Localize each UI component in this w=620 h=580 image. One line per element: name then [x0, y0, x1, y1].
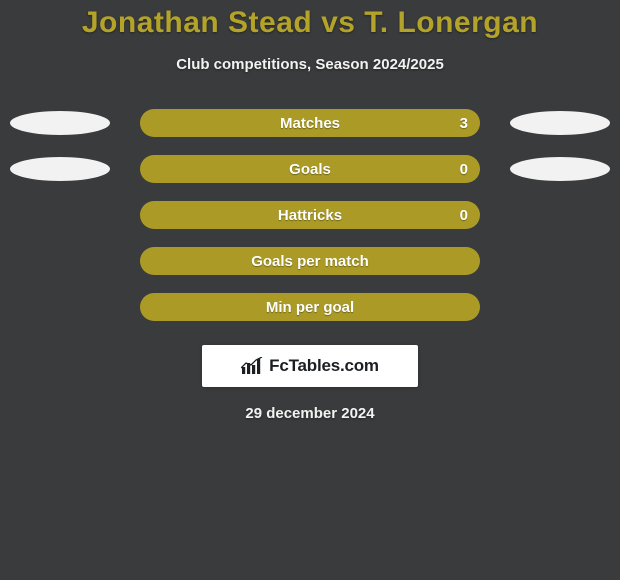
stat-bar: Goals per match [140, 247, 480, 275]
date-text: 29 december 2024 [0, 405, 620, 422]
left-ellipse [10, 157, 110, 181]
stat-label: Matches [280, 115, 340, 132]
stat-row: Hattricks 0 [0, 201, 620, 229]
right-ellipse [510, 111, 610, 135]
stat-row: Min per goal [0, 293, 620, 321]
stat-label: Min per goal [266, 299, 354, 316]
page-title: Jonathan Stead vs T. Lonergan [0, 0, 620, 40]
stat-value: 0 [460, 161, 468, 178]
logo-text: FcTables.com [269, 356, 379, 376]
right-ellipse [510, 157, 610, 181]
left-ellipse [10, 111, 110, 135]
stat-bar: Min per goal [140, 293, 480, 321]
subtitle: Club competitions, Season 2024/2025 [0, 56, 620, 73]
stat-row: Goals 0 [0, 155, 620, 183]
site-logo: FcTables.com [202, 345, 418, 387]
stat-row: Matches 3 [0, 109, 620, 137]
stat-label: Hattricks [278, 207, 342, 224]
stat-value: 0 [460, 207, 468, 224]
comparison-infographic: Jonathan Stead vs T. Lonergan Club compe… [0, 0, 620, 580]
stat-rows: Matches 3 Goals 0 Hattricks 0 Goals per match M… [0, 109, 620, 321]
stat-bar: Goals 0 [140, 155, 480, 183]
stat-bar: Matches 3 [140, 109, 480, 137]
stat-row: Goals per match [0, 247, 620, 275]
stat-label: Goals [289, 161, 331, 178]
bar-chart-icon [241, 357, 263, 375]
stat-value: 3 [460, 115, 468, 132]
stat-label: Goals per match [251, 253, 369, 270]
stat-bar: Hattricks 0 [140, 201, 480, 229]
